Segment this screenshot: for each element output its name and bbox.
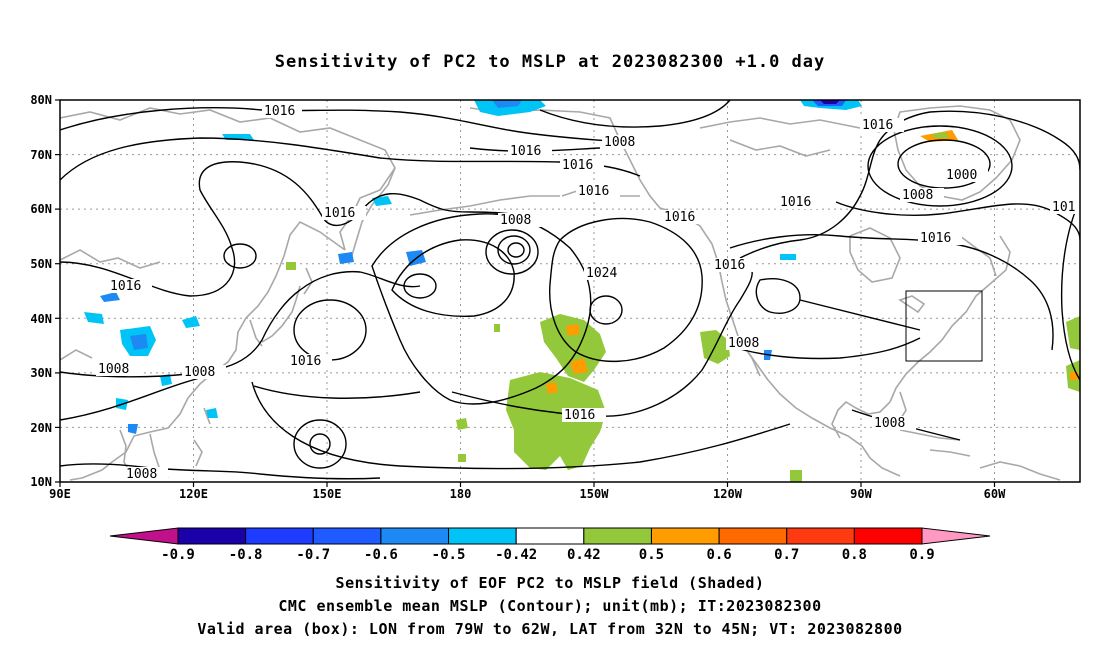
- svg-text:1016: 1016: [862, 118, 893, 133]
- colorbar-box: [583, 527, 652, 545]
- svg-text:1016: 1016: [562, 158, 593, 173]
- colorbar-box: [650, 527, 720, 545]
- colorbar-label: -0.7: [296, 547, 330, 563]
- lon-label: 120W: [713, 487, 743, 501]
- colorbar-box: [853, 527, 923, 545]
- svg-text:1008: 1008: [604, 135, 635, 150]
- footer-line-1: Sensitivity of EOF PC2 to MSLP field (Sh…: [335, 574, 765, 592]
- latitude-labels: 80N 70N 60N 50N 40N 30N 20N 10N: [30, 93, 52, 489]
- contour-labels: 1016 1008 1016 1016 1016 1008 1016 1016 …: [96, 104, 1080, 482]
- svg-text:1016: 1016: [714, 258, 745, 273]
- axis-ticks: [55, 99, 996, 487]
- colorbar: -0.9 -0.8 -0.7 -0.6 -0.5 -0.42 0.42 0.5 0.6 0.7 0.…: [109, 527, 991, 563]
- svg-text:1008: 1008: [874, 416, 905, 431]
- colorbar-box: [448, 527, 517, 545]
- lon-label: 180: [450, 487, 472, 501]
- svg-text:1016: 1016: [324, 206, 355, 221]
- colorbar-box: [245, 527, 314, 545]
- lat-label: 80N: [30, 93, 52, 107]
- svg-text:1008: 1008: [902, 188, 933, 203]
- colorbar-label: 0.7: [774, 547, 799, 563]
- svg-text:1008: 1008: [500, 213, 531, 228]
- lat-label: 20N: [30, 421, 52, 435]
- svg-text:1008: 1008: [98, 362, 129, 377]
- lat-label: 50N: [30, 257, 52, 271]
- colorbar-extend-high: [921, 527, 991, 545]
- svg-text:1008: 1008: [126, 467, 157, 482]
- colorbar-label: 0.9: [909, 547, 934, 563]
- chart-title: Sensitivity of PC2 to MSLP at 2023082300…: [274, 52, 826, 72]
- lon-label: 90E: [49, 487, 71, 501]
- lat-label: 10N: [30, 475, 52, 489]
- svg-text:1016: 1016: [510, 144, 541, 159]
- svg-text:1016: 1016: [664, 210, 695, 225]
- svg-text:1016: 1016: [780, 195, 811, 210]
- lat-label: 40N: [30, 312, 52, 326]
- lon-label: 150E: [313, 487, 342, 501]
- colorbar-box: [380, 527, 450, 545]
- longitude-labels: 90E 120E 150E 180 150W 120W 90W 60W: [49, 487, 1006, 501]
- colorbar-label: 0.42: [567, 547, 601, 563]
- lon-label: 90W: [850, 487, 872, 501]
- colorbar-extend-low: [109, 527, 179, 545]
- lon-label: 120E: [179, 487, 208, 501]
- colorbar-label: -0.5: [432, 547, 466, 563]
- sensitivity-shading: [84, 100, 1080, 482]
- colorbar-label: -0.6: [364, 547, 398, 563]
- svg-text:1000: 1000: [946, 168, 977, 183]
- colorbar-label: 0.6: [706, 547, 731, 563]
- lon-label: 150W: [580, 487, 610, 501]
- lat-label: 70N: [30, 148, 52, 162]
- footer-line-2: CMC ensemble mean MSLP (Contour); unit(m…: [278, 597, 822, 615]
- svg-text:1008: 1008: [728, 336, 759, 351]
- svg-text:1016: 1016: [110, 279, 141, 294]
- lat-label: 60N: [30, 202, 52, 216]
- colorbar-label: -0.9: [161, 547, 195, 563]
- valid-area-box: [905, 290, 983, 362]
- lon-label: 60W: [984, 487, 1006, 501]
- svg-text:1016: 1016: [264, 104, 295, 119]
- colorbar-box: [786, 527, 855, 545]
- colorbar-label: -0.42: [495, 547, 537, 563]
- colorbar-box: [177, 527, 247, 545]
- svg-text:1008: 1008: [184, 365, 215, 380]
- footer-line-3: Valid area (box): LON from 79W to 62W, L…: [197, 620, 903, 638]
- svg-text:1016: 1016: [578, 184, 609, 199]
- svg-text:101: 101: [1052, 200, 1075, 215]
- svg-text:1016: 1016: [564, 408, 595, 423]
- colorbar-label: -0.8: [229, 547, 263, 563]
- colorbar-label: 0.8: [842, 547, 867, 563]
- colorbar-box: [515, 527, 585, 545]
- map-frame: [59, 99, 1081, 483]
- svg-text:1016: 1016: [920, 231, 951, 246]
- svg-text:1016: 1016: [290, 354, 321, 369]
- colorbar-box: [312, 527, 382, 545]
- svg-text:1024: 1024: [586, 266, 617, 281]
- colorbar-label: 0.5: [639, 547, 664, 563]
- lat-label: 30N: [30, 366, 52, 380]
- colorbar-box: [718, 527, 788, 545]
